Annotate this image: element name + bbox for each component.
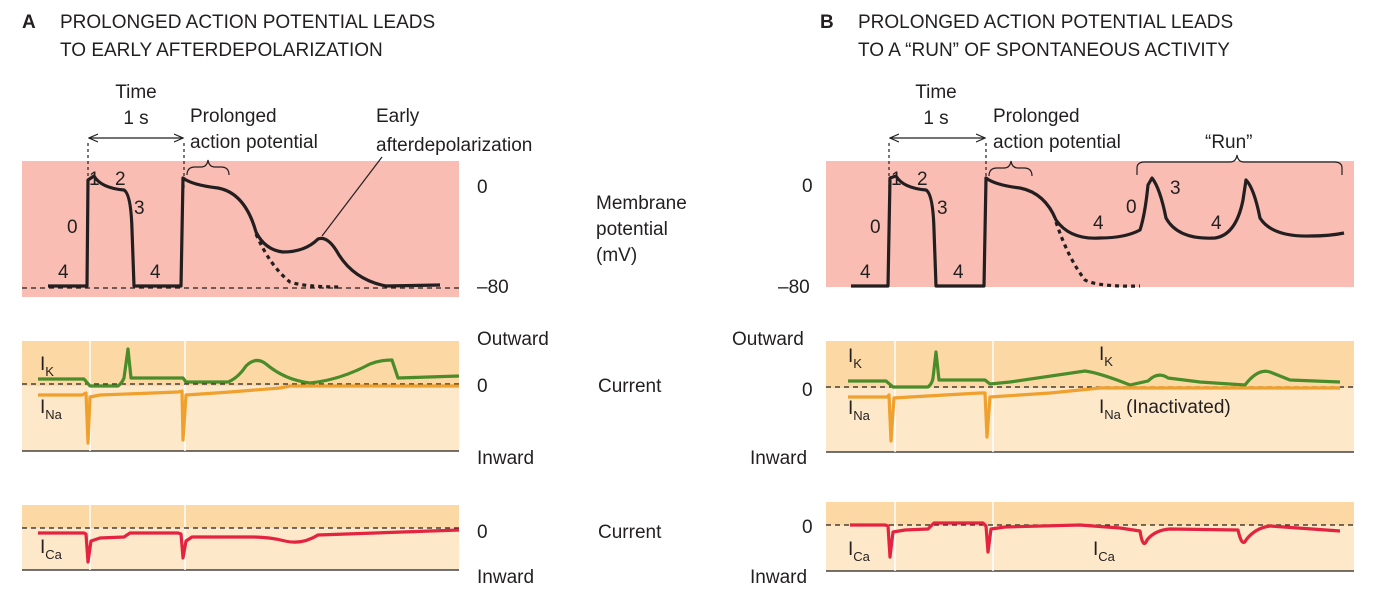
panel-a-ica-trace bbox=[38, 528, 460, 564]
panel-a-mv-zero: 0 bbox=[477, 177, 488, 198]
panel-a-outward: Outward bbox=[477, 329, 549, 350]
panel-a-ica-outward-bg bbox=[22, 505, 459, 528]
panel-a-current-outward-bg bbox=[22, 341, 459, 386]
panel-b-ina-trace bbox=[848, 386, 1340, 443]
panel-b-time-value: 1 s bbox=[923, 108, 948, 129]
panel-a-prolonged-line1: Prolonged bbox=[190, 106, 277, 127]
panel-a-phase-4a: 4 bbox=[58, 262, 69, 283]
panel-b-mv-neg80: –80 bbox=[778, 277, 810, 298]
panel-b-run-brace bbox=[1136, 154, 1343, 175]
panel-b-ica2-label: ICa bbox=[1093, 539, 1116, 564]
panel-a-ina-trace bbox=[38, 384, 459, 445]
panel-b-phase-4-run: 4 bbox=[1211, 213, 1222, 234]
membrane-label-line3: (mV) bbox=[596, 245, 637, 266]
middle-labels: Membrane potential (mV) Current Current bbox=[596, 193, 687, 543]
panel-b-phase-2: 2 bbox=[917, 169, 928, 190]
membrane-label-line2: potential bbox=[596, 219, 668, 240]
panel-b-ica-trace bbox=[850, 521, 1341, 559]
panel-b-ik-label: IK bbox=[848, 346, 862, 371]
panel-a-phase-2: 2 bbox=[115, 169, 126, 190]
panel-a-ik-trace bbox=[38, 347, 460, 388]
panel-a-ica-label: ICa bbox=[40, 537, 63, 562]
panel-b-phase-4c: 4 bbox=[1093, 213, 1104, 234]
panel-a-phase-1: 1 bbox=[89, 169, 100, 190]
panel-b-title-line1: PROLONGED ACTION POTENTIAL LEADS bbox=[858, 12, 1233, 33]
membrane-label-line1: Membrane bbox=[596, 193, 687, 214]
panel-a-current-zero: 0 bbox=[477, 376, 488, 397]
panel-b-ca-zero: 0 bbox=[802, 517, 813, 538]
panel-b-outward: Outward bbox=[732, 329, 804, 350]
panel-b-title-line2: TO A “RUN” OF SPONTANEOUS ACTIVITY bbox=[858, 40, 1230, 61]
panel-a-ica-inward-bg bbox=[22, 528, 459, 570]
panel-a-ik-label: IK bbox=[40, 354, 54, 379]
panel-b-ina-label: INa bbox=[848, 398, 871, 423]
panel-b-inward: Inward bbox=[750, 448, 807, 469]
panel-b-ik-trace bbox=[848, 350, 1341, 389]
panel-b-letter: B bbox=[820, 12, 834, 33]
panel-a-mv-neg80: –80 bbox=[477, 277, 509, 298]
panel-b-ap-trace bbox=[851, 174, 1345, 288]
panel-a-normal-repolarization bbox=[254, 233, 341, 289]
panel-a-ina-label: INa bbox=[40, 397, 63, 422]
panel-b-phase-1: 1 bbox=[891, 169, 902, 190]
panel-a-ead-pointer bbox=[321, 156, 383, 237]
panel-b-ica-label: ICa bbox=[848, 539, 871, 564]
panel-a-title-line1: PROLONGED ACTION POTENTIAL LEADS bbox=[60, 12, 435, 33]
panel-a-ead-line1: Early bbox=[376, 106, 420, 127]
panel-b-phase-3-run: 3 bbox=[1170, 178, 1181, 199]
panel-a-title-line2: TO EARLY AFTERDEPOLARIZATION bbox=[60, 40, 383, 61]
panel-b-phase-0: 0 bbox=[870, 217, 881, 238]
panel-b-prolonged-line1: Prolonged bbox=[993, 106, 1080, 127]
panel-b-ina2-label: INa (Inactivated) bbox=[1099, 397, 1231, 422]
panel-b-phase-0-run: 0 bbox=[1126, 197, 1137, 218]
current-label-2: Current bbox=[598, 522, 662, 543]
panel-a-ca-zero: 0 bbox=[477, 522, 488, 543]
panel-b-current-zero: 0 bbox=[802, 380, 813, 401]
panel-a-phase-4b: 4 bbox=[150, 262, 161, 283]
panel-a-prolonged-line2: action potential bbox=[190, 132, 318, 153]
panel-a-ca-inward: Inward bbox=[477, 567, 534, 588]
panel-a-inward: Inward bbox=[477, 448, 534, 469]
panel-a-membrane-box bbox=[22, 161, 459, 297]
panel-a-phase-0: 0 bbox=[67, 217, 78, 238]
panel-b-prolonged-line2: action potential bbox=[993, 132, 1121, 153]
panel-b-normal-repolarization bbox=[1054, 221, 1141, 288]
panel-b-current-outward-bg bbox=[826, 341, 1354, 388]
panel-a-ap-trace bbox=[48, 174, 441, 288]
panel-b-ik2-label: IK bbox=[1099, 344, 1113, 369]
panel-b-ica-inward-bg bbox=[826, 525, 1354, 571]
panel-a: A PROLONGED ACTION POTENTIAL LEADS TO EA… bbox=[22, 12, 549, 588]
panel-b-phase-3: 3 bbox=[937, 198, 948, 219]
panel-b-ica-outward-bg bbox=[826, 502, 1354, 525]
panel-a-letter: A bbox=[22, 12, 36, 33]
panel-b-ca-inward: Inward bbox=[750, 567, 807, 588]
panel-b-time-label: Time bbox=[915, 82, 957, 103]
panel-b: B PROLONGED ACTION POTENTIAL LEADS TO A … bbox=[732, 12, 1354, 588]
panel-b-prolonged-brace bbox=[988, 160, 1033, 177]
panel-a-time-label: Time bbox=[115, 82, 157, 103]
panel-b-phase-4a: 4 bbox=[860, 262, 871, 283]
panel-b-mv-zero: 0 bbox=[802, 176, 813, 197]
panel-b-current-inward-bg bbox=[826, 388, 1354, 452]
panel-b-run-label: “Run” bbox=[1205, 132, 1253, 153]
panel-b-phase-4b: 4 bbox=[953, 262, 964, 283]
panel-a-phase-3: 3 bbox=[134, 198, 145, 219]
panel-a-time-value: 1 s bbox=[123, 108, 148, 129]
panel-b-membrane-box bbox=[826, 161, 1354, 287]
current-label-1: Current bbox=[598, 376, 662, 397]
panel-a-prolonged-brace bbox=[186, 159, 230, 176]
panel-a-ead-line2: afterdepolarization bbox=[376, 135, 532, 156]
